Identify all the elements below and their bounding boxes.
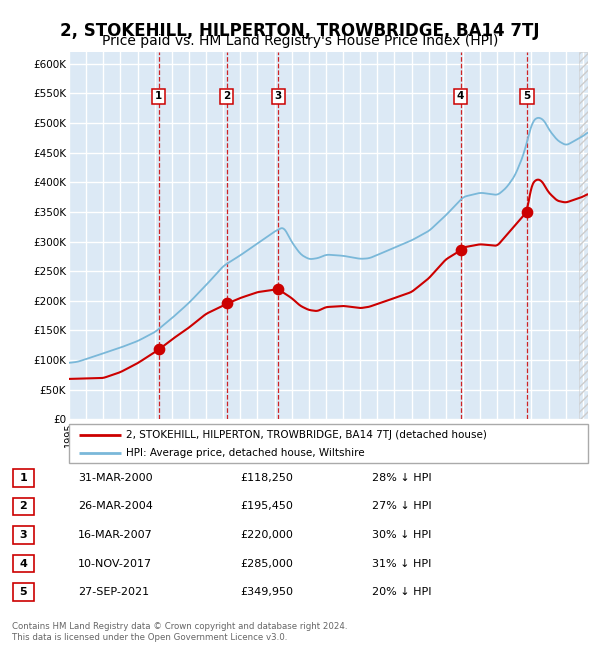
Text: Price paid vs. HM Land Registry's House Price Index (HPI): Price paid vs. HM Land Registry's House … [102,34,498,48]
Text: 28% ↓ HPI: 28% ↓ HPI [372,473,431,483]
Text: 10-NOV-2017: 10-NOV-2017 [78,558,152,569]
Text: 20% ↓ HPI: 20% ↓ HPI [372,587,431,597]
Point [222,298,232,309]
Point [456,245,466,255]
Text: 31% ↓ HPI: 31% ↓ HPI [372,558,431,569]
Point [274,284,283,294]
Text: HPI: Average price, detached house, Wiltshire: HPI: Average price, detached house, Wilt… [126,448,365,458]
Text: 5: 5 [20,587,27,597]
Text: £349,950: £349,950 [240,587,293,597]
FancyBboxPatch shape [13,526,34,543]
FancyBboxPatch shape [13,584,34,601]
Text: 3: 3 [20,530,27,540]
Text: 26-MAR-2004: 26-MAR-2004 [78,501,153,512]
Text: 2: 2 [20,501,27,512]
FancyBboxPatch shape [69,424,588,463]
FancyBboxPatch shape [13,554,34,573]
Text: £195,450: £195,450 [240,501,293,512]
Point [154,344,164,354]
FancyBboxPatch shape [13,469,34,486]
Text: 1: 1 [20,473,27,483]
FancyBboxPatch shape [13,498,34,515]
Text: Contains HM Land Registry data © Crown copyright and database right 2024.
This d: Contains HM Land Registry data © Crown c… [12,622,347,642]
Text: £118,250: £118,250 [240,473,293,483]
Text: 2, STOKEHILL, HILPERTON, TROWBRIDGE, BA14 7TJ: 2, STOKEHILL, HILPERTON, TROWBRIDGE, BA1… [60,22,540,40]
Text: 4: 4 [19,558,28,569]
Text: 5: 5 [523,92,530,101]
Text: 4: 4 [457,92,464,101]
Text: 31-MAR-2000: 31-MAR-2000 [78,473,152,483]
Text: 27% ↓ HPI: 27% ↓ HPI [372,501,431,512]
Text: 2: 2 [223,92,230,101]
Text: 3: 3 [275,92,282,101]
Text: £285,000: £285,000 [240,558,293,569]
Text: 1: 1 [155,92,163,101]
Text: 2, STOKEHILL, HILPERTON, TROWBRIDGE, BA14 7TJ (detached house): 2, STOKEHILL, HILPERTON, TROWBRIDGE, BA1… [126,430,487,439]
Point [522,207,532,217]
Text: 27-SEP-2021: 27-SEP-2021 [78,587,149,597]
Text: 30% ↓ HPI: 30% ↓ HPI [372,530,431,540]
Text: £220,000: £220,000 [240,530,293,540]
Text: 16-MAR-2007: 16-MAR-2007 [78,530,153,540]
